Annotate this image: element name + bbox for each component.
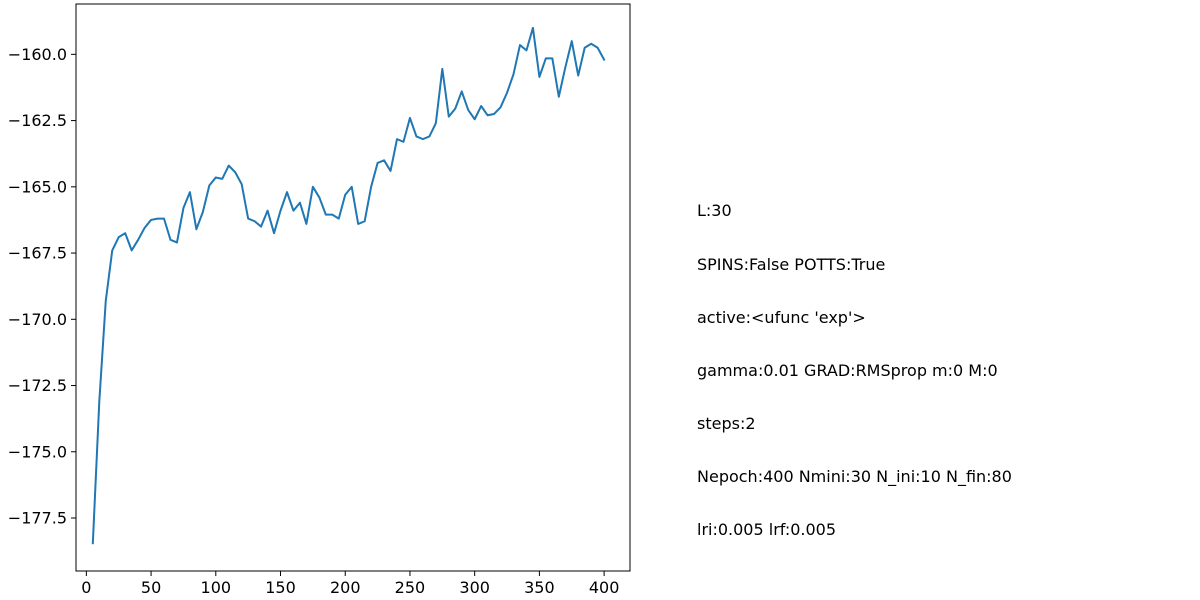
y-tick-label: −167.5: [8, 244, 67, 263]
info-line-learning-rates: lri:0.005 lrf:0.005: [697, 520, 837, 540]
x-tick-label: 250: [395, 578, 426, 597]
x-tick-label: 400: [589, 578, 620, 597]
axes-frame: [75, 3, 631, 572]
y-tick-label: −175.0: [8, 442, 67, 461]
info-text-panel: L:30 SPINS:False POTTS:True active:<ufun…: [697, 167, 1012, 556]
y-tick-label: −165.0: [8, 177, 67, 196]
y-tick-label: −172.5: [8, 376, 67, 395]
y-tick-label: −177.5: [8, 509, 67, 528]
x-tick-label: 300: [459, 578, 490, 597]
x-tick-label: 200: [330, 578, 361, 597]
x-tick-label: 350: [524, 578, 555, 597]
info-line-steps: steps:2: [697, 413, 756, 433]
x-tick-label: 100: [201, 578, 232, 597]
info-line-spins-potts: SPINS:False POTTS:True: [697, 254, 886, 274]
info-line-active: active:<ufunc 'exp'>: [697, 307, 866, 327]
info-line-gamma-grad: gamma:0.01 GRAD:RMSprop m:0 M:0: [697, 360, 998, 380]
plot-area: 0 50 100 150 200 250 300 350 400 −177.5 −175.0 −172…: [8, 3, 631, 597]
y-tick-label: −160.0: [8, 45, 67, 64]
info-line-nepoch: Nepoch:400 Nmini:30 N_ini:10 N_fin:80: [697, 466, 1012, 486]
series-line-0: [91, 26, 606, 545]
y-tick-label: −162.5: [8, 111, 67, 130]
info-line-l: L:30: [697, 201, 732, 221]
x-tick-label: 0: [81, 578, 91, 597]
y-tick-label: −170.0: [8, 310, 67, 329]
x-tick-label: 50: [141, 578, 161, 597]
x-tick-label: 150: [265, 578, 296, 597]
